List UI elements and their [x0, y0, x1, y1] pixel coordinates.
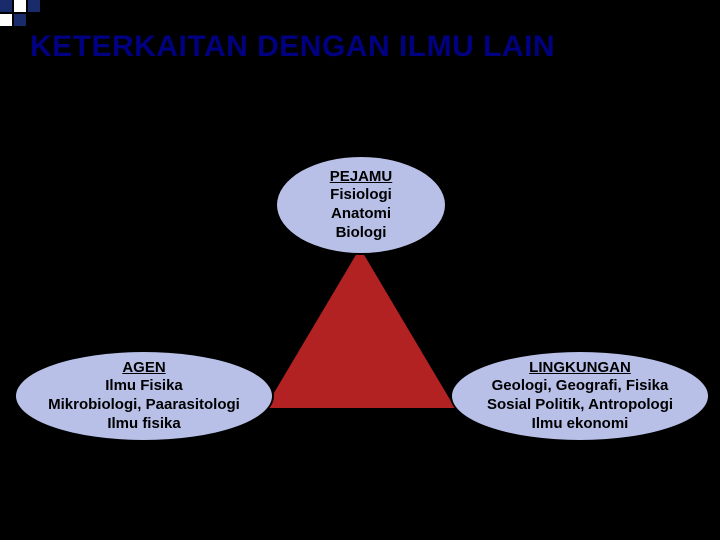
node-pejamu-line: Anatomi: [331, 205, 391, 224]
node-agen-line: Ilmu fisika: [107, 415, 180, 434]
node-lingkungan-line: Sosial Politik, Antropologi: [487, 396, 673, 415]
corner-decoration: [0, 0, 100, 30]
deco-square: [0, 14, 12, 26]
node-pejamu-line: Fisiologi: [330, 186, 392, 205]
node-pejamu-header: PEJAMU: [330, 168, 393, 187]
deco-square: [14, 14, 26, 26]
deco-square: [28, 0, 40, 12]
node-agen: AGEN Ilmu Fisika Mikrobiologi, Paarasito…: [14, 350, 274, 442]
node-lingkungan: LINGKUNGAN Geologi, Geografi, Fisika Sos…: [450, 350, 710, 442]
node-lingkungan-line: Ilmu ekonomi: [532, 415, 629, 434]
page-title: KETERKAITAN DENGAN ILMU LAIN: [30, 30, 555, 64]
center-triangle: [265, 245, 455, 408]
node-lingkungan-line: Geologi, Geografi, Fisika: [492, 377, 669, 396]
node-agen-line: Ilmu Fisika: [105, 377, 183, 396]
node-pejamu: PEJAMU Fisiologi Anatomi Biologi: [275, 155, 447, 255]
deco-square: [0, 0, 12, 12]
node-agen-header: AGEN: [122, 359, 165, 378]
deco-square: [14, 0, 26, 12]
node-agen-line: Mikrobiologi, Paarasitologi: [48, 396, 240, 415]
node-lingkungan-header: LINGKUNGAN: [529, 359, 631, 378]
node-pejamu-line: Biologi: [336, 224, 387, 243]
